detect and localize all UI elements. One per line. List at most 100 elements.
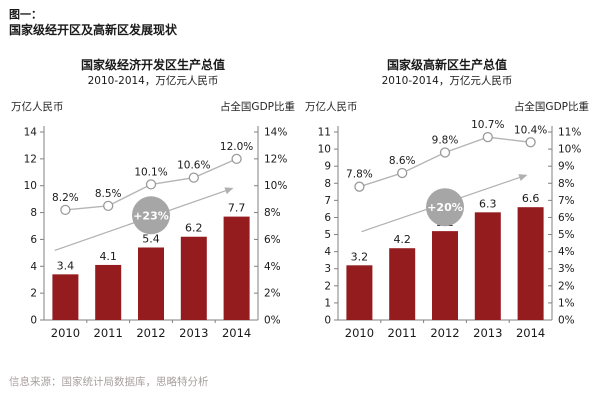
tick-label: 6 <box>30 234 37 246</box>
line-value-label: 8.2% <box>52 192 79 204</box>
left-axis-ticks: 0 2 4 6 8 10 12 14 <box>24 127 44 327</box>
chart-title: 国家级经济开发区生产总值 <box>80 58 225 72</box>
tick-label: 3 <box>324 263 331 275</box>
tick-label: 11% <box>558 127 581 139</box>
bar <box>180 236 207 320</box>
tick-label: 6% <box>264 234 281 246</box>
line-marker <box>60 204 71 216</box>
bar-value-label: 3.4 <box>57 259 75 272</box>
line-marker <box>525 137 536 148</box>
figure-title: 国家级经开区及高新区发展现状 <box>9 23 178 37</box>
tick-label: 0% <box>264 315 281 327</box>
bar <box>223 216 250 320</box>
tick-label: 2% <box>558 280 575 292</box>
tick-label: 12 <box>24 153 37 165</box>
growth-annotation: +20% <box>426 188 464 227</box>
line-value-label: 8.6% <box>389 155 416 167</box>
line-marker <box>103 200 114 212</box>
line-value-label: 8.5% <box>95 188 122 200</box>
bar <box>138 247 164 320</box>
line-marker <box>397 167 408 179</box>
tick-label: 14% <box>264 127 287 139</box>
bar-value-label: 6.3 <box>479 197 497 210</box>
category-label: 2013 <box>179 326 208 340</box>
line-value-label: 9.8% <box>432 135 459 147</box>
category-label: 2010 <box>345 326 374 340</box>
bar-value-label: 7.7 <box>228 202 246 215</box>
line-value-label: 7.8% <box>346 169 373 181</box>
annotation-label: +20% <box>427 201 463 214</box>
tick-label: 2 <box>324 280 331 292</box>
left-axis-unit-label: 万亿人民币 <box>305 101 358 113</box>
tick-label: 4 <box>324 246 331 258</box>
growth-annotation: +23% <box>132 196 170 235</box>
line-value-label: 10.1% <box>134 166 167 178</box>
tick-label: 8% <box>558 178 575 190</box>
line-marker <box>439 147 451 158</box>
tick-label: 10 <box>24 180 37 192</box>
tick-label: 1 <box>324 297 331 309</box>
chart-title: 国家级高新区生产总值 <box>386 58 507 72</box>
line-value-label: 12.0% <box>220 141 253 153</box>
line-marker <box>354 181 365 192</box>
tick-label: 7 <box>324 195 331 207</box>
bar-value-label: 6.6 <box>522 192 540 205</box>
line-marker <box>188 172 199 183</box>
tick-label: 2 <box>30 288 37 300</box>
bar <box>389 248 416 320</box>
category-label: 2012 <box>430 326 459 340</box>
line-marker <box>482 131 493 143</box>
category-labels: 2010 2011 2012 2013 2014 <box>51 326 251 340</box>
chart-high-tech-zones: 国家级高新区生产总值 2010-2014，万亿元人民币 万亿人民币 占全国GDP… <box>304 58 590 344</box>
annotation-label: +23% <box>133 209 169 222</box>
bar-line-chart-high-tech-zones: 0 1 2 3 4 5 6 7 8 9 10 11 0% 1% 2% 3% 4% 5% 6% 7% 8% 9% 10% 11%… <box>318 119 582 340</box>
trend-line: 7.8% 8.6% 9.8% 10.7% 10.4% <box>346 119 547 192</box>
figure-header: 图一： 国家级经开区及高新区发展现状 <box>9 7 177 38</box>
tick-label: 9% <box>558 161 575 173</box>
tick-label: 0% <box>558 315 575 327</box>
bar-value-label: 6.2 <box>185 222 203 235</box>
tick-label: 5 <box>324 229 331 241</box>
left-axis-ticks: 0 1 2 3 4 5 6 7 8 9 10 11 <box>318 127 338 327</box>
bar <box>346 265 373 320</box>
line-marker <box>231 153 242 165</box>
tick-label: 10% <box>558 144 581 156</box>
tick-label: 0 <box>324 315 331 327</box>
tick-label: 14 <box>24 127 38 139</box>
tick-label: 7% <box>558 195 575 207</box>
bar <box>52 274 79 320</box>
tick-label: 9 <box>324 161 331 173</box>
chart-economic-development-zones: 国家级经济开发区生产总值 2010-2014，万亿元人民币 万亿人民币 占全国G… <box>10 58 296 344</box>
figure-label: 图一： <box>9 8 42 21</box>
charts-row: 国家级经济开发区生产总值 2010-2014，万亿元人民币 万亿人民币 占全国G… <box>0 58 600 344</box>
category-label: 2014 <box>516 326 545 340</box>
annotation-circle <box>132 196 170 235</box>
bar <box>474 212 501 320</box>
axis-unit-labels: 万亿人民币 占全国GDP比重 <box>10 99 296 114</box>
tick-label: 12% <box>264 153 287 165</box>
category-label: 2013 <box>473 326 502 340</box>
bars: 3.24.25.26.36.6 <box>346 192 544 320</box>
bar-value-label: 5.4 <box>142 232 160 245</box>
left-axis-unit-label: 万亿人民币 <box>11 101 64 113</box>
tick-label: 4% <box>264 261 281 273</box>
tick-label: 4% <box>558 246 575 258</box>
category-label: 2010 <box>51 326 80 340</box>
annotation-circle <box>426 188 464 227</box>
line-value-label: 10.6% <box>177 160 210 172</box>
bar <box>95 264 122 320</box>
tick-label: 4 <box>30 261 37 273</box>
category-label: 2011 <box>388 326 417 340</box>
category-labels: 2010 2011 2012 2013 2014 <box>345 326 545 340</box>
tick-label: 10 <box>318 144 331 156</box>
trend-line: 8.2% 8.5% 10.1% 10.6% 12.0% <box>52 141 253 216</box>
right-axis-ticks: 0% 2% 4% 6% 8% 10% 12% 14% <box>254 127 287 327</box>
bars: 3.4 4.1 5.4 6.2 7.7 <box>52 202 250 320</box>
tick-label: 0 <box>30 315 37 327</box>
right-axis-ticks: 0% 1% 2% 3% 4% 5% 6% 7% 8% 9% 10% 11% <box>548 127 581 327</box>
bar-value-label: 4.2 <box>393 233 411 246</box>
bar-value-label: 4.1 <box>99 250 117 263</box>
line-value-label: 10.7% <box>471 119 504 131</box>
tick-label: 1% <box>558 297 575 309</box>
